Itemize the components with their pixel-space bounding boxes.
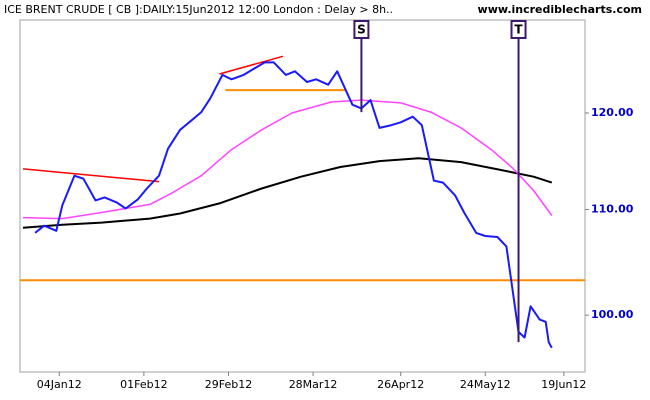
annotation-box: [353, 20, 370, 39]
y-tick-label: 100.00: [591, 308, 634, 321]
plot-frame: [19, 19, 586, 373]
y-tick-label: 120.00: [591, 106, 634, 119]
series-line: [219, 55, 284, 75]
series-line: [34, 61, 553, 349]
x-tick-label: 28Mar12: [289, 378, 338, 391]
x-tick-label: 19Jun12: [541, 378, 586, 391]
annotation-label: S: [357, 23, 366, 37]
series-line: [22, 157, 553, 229]
x-tick-label: 26Apr12: [377, 378, 424, 391]
x-tick-label: 04Jan12: [37, 378, 82, 391]
annotation-box: [510, 20, 527, 39]
y-tick-label: 110.00: [591, 202, 634, 215]
series-line: [22, 168, 160, 183]
x-tick-label: 01Feb12: [120, 378, 167, 391]
x-tick-label: 24May12: [460, 378, 511, 391]
series-line: [22, 99, 553, 220]
x-tick-label: 29Feb12: [205, 378, 252, 391]
source: www.incrediblecharts.com: [478, 3, 642, 16]
annotation-label: T: [514, 23, 523, 37]
chart-title: ICE BRENT CRUDE [ CB ]:DAILY:15Jun2012 1…: [4, 3, 393, 16]
